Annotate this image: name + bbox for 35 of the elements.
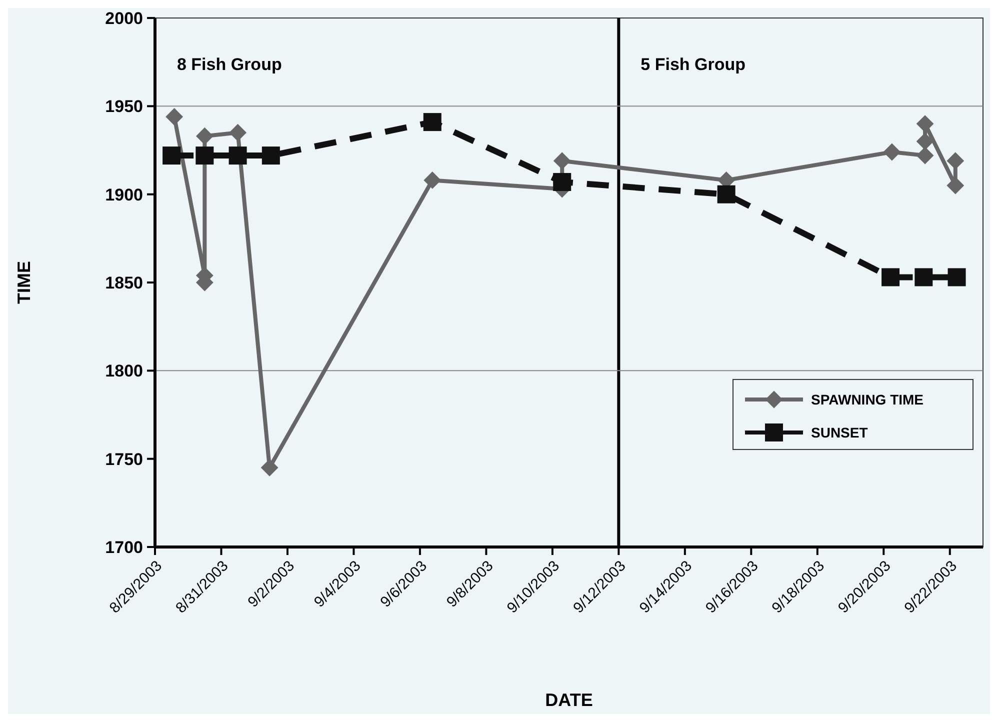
y-tick-label: 1800 — [105, 362, 143, 381]
point — [166, 108, 183, 126]
point — [914, 268, 933, 286]
y-tick-label: 1850 — [105, 273, 143, 292]
point — [553, 172, 572, 191]
point — [916, 115, 934, 132]
y-tick-label: 1950 — [105, 97, 143, 116]
point — [229, 124, 246, 142]
point — [717, 185, 736, 204]
y-tick-label: 1900 — [105, 185, 143, 204]
y-tick-label: 1750 — [105, 450, 143, 469]
point — [946, 177, 964, 194]
point — [882, 268, 900, 286]
y-axis-title: TIME — [14, 261, 34, 304]
point — [196, 146, 214, 165]
point — [423, 113, 442, 132]
point — [916, 132, 934, 150]
point — [196, 128, 214, 145]
legend-label: SPAWNING TIME — [811, 391, 924, 408]
point — [946, 152, 964, 170]
point — [554, 152, 571, 170]
point — [261, 459, 278, 476]
x-axis-title: DATE — [545, 690, 593, 710]
point — [162, 146, 181, 165]
annotation: 5 Fish Group — [640, 54, 746, 74]
point — [948, 268, 966, 286]
annotation: 8 Fish Group — [177, 54, 282, 74]
point — [916, 147, 934, 164]
point — [228, 146, 247, 165]
y-tick-label: 2000 — [105, 8, 143, 28]
point — [262, 146, 280, 165]
y-tick-label: 1700 — [105, 538, 143, 557]
point — [883, 144, 900, 161]
point — [424, 172, 441, 189]
legend-label: SUNSET — [811, 424, 868, 440]
